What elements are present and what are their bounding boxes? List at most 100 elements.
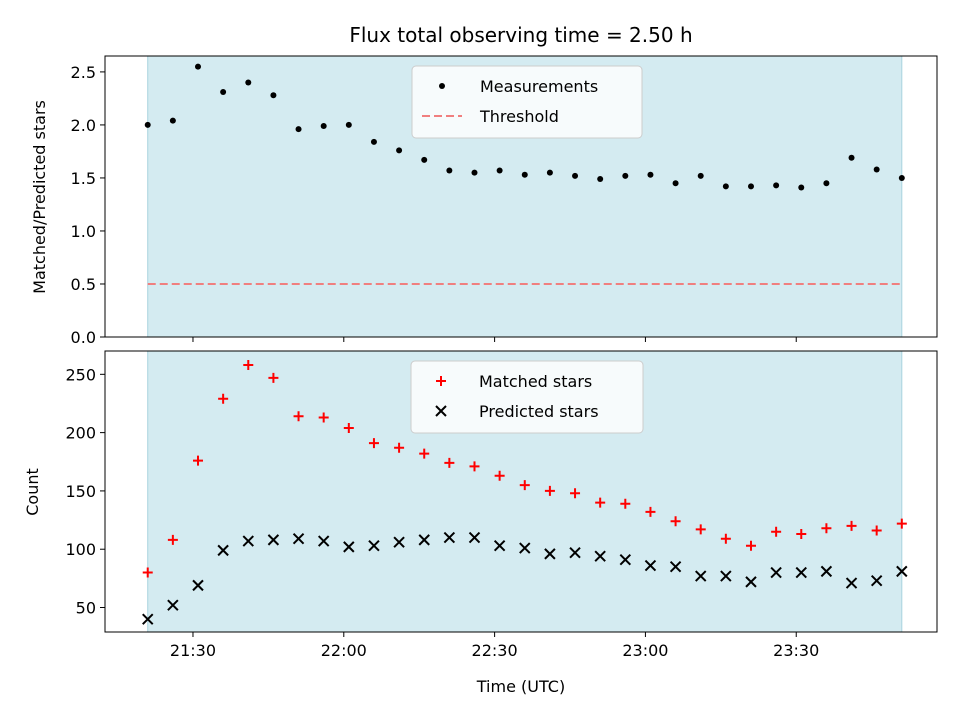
predicted-stars-series [142, 531, 908, 625]
data-point [418, 534, 430, 546]
data-point [293, 411, 304, 422]
data-point [720, 570, 732, 582]
data-point [394, 442, 405, 453]
data-point [167, 534, 178, 545]
legend-label: Predicted stars [479, 402, 599, 421]
data-point [798, 184, 805, 191]
x-axis-label: Time (UTC) [476, 677, 565, 696]
data-point [647, 171, 654, 178]
x-tick-label: 23:30 [773, 641, 819, 660]
data-point [669, 560, 682, 573]
data-point [320, 122, 327, 129]
measurements-series [144, 63, 905, 191]
data-point [747, 183, 754, 190]
data-point [745, 576, 757, 588]
data-point [546, 169, 553, 176]
y-tick-label: 1.5 [71, 169, 96, 188]
y-axis-label-ratio: Matched/Predicted stars [30, 100, 49, 294]
ratio-panel: 0.0 0.5 1.0 1.5 2.0 2.5 Measurements Threshold [71, 55, 938, 347]
data-point [469, 461, 480, 472]
data-point [195, 63, 202, 70]
y-tick-label: 0.0 [71, 328, 96, 347]
data-point [620, 498, 631, 509]
data-point [544, 548, 556, 560]
data-point [594, 550, 606, 562]
data-point [193, 455, 204, 466]
axes-frame [104, 350, 938, 633]
data-point [519, 542, 531, 554]
data-point [722, 183, 729, 190]
y-tick-label: 2.0 [71, 116, 96, 135]
axes-frame [104, 55, 938, 338]
data-point [267, 534, 280, 546]
data-point [697, 172, 704, 179]
y-axis-label-count: Count [23, 468, 42, 516]
data-point [245, 79, 252, 86]
data-point [217, 544, 229, 557]
data-point [318, 412, 329, 423]
data-point [468, 531, 481, 544]
data-point [570, 488, 581, 499]
data-point [243, 359, 254, 370]
legend: Measurements Threshold [411, 65, 643, 139]
x-tick-label: 23:00 [622, 641, 668, 660]
data-point [820, 565, 833, 578]
chart-title: Flux total observing time = 2.50 h [349, 23, 692, 47]
data-point [572, 172, 579, 179]
count-panel: 21:30 22:00 22:30 23:00 23:30 50 100 150 200 250 M… [65, 350, 938, 660]
data-point [421, 156, 428, 163]
data-point [494, 470, 505, 481]
data-point [220, 89, 227, 96]
data-point [873, 166, 880, 173]
data-point [317, 535, 330, 547]
data-point [773, 182, 780, 189]
data-point [493, 540, 506, 552]
data-point [142, 567, 153, 578]
data-point [695, 570, 707, 582]
y-tick-label: 50 [76, 599, 96, 618]
data-point [644, 559, 657, 572]
data-point [898, 174, 905, 181]
data-point [896, 565, 908, 578]
data-point [396, 147, 403, 154]
legend-box [410, 360, 644, 434]
data-point [821, 523, 832, 534]
data-point [622, 172, 629, 179]
data-point [519, 480, 530, 491]
data-point [446, 167, 453, 174]
data-point [368, 540, 380, 552]
data-point [268, 372, 279, 383]
data-point [242, 535, 254, 547]
data-point [343, 541, 355, 553]
legend-label: Matched stars [479, 372, 592, 391]
data-point [521, 171, 528, 178]
data-point [770, 566, 782, 579]
data-point [444, 457, 455, 468]
data-point [823, 180, 830, 187]
data-point [896, 518, 907, 529]
data-point [218, 393, 229, 404]
data-point [695, 524, 706, 535]
data-point [619, 554, 632, 566]
data-point [370, 138, 377, 145]
data-point [795, 566, 807, 579]
data-point [368, 438, 379, 449]
x-tick-label: 21:30 [170, 641, 216, 660]
data-point [292, 533, 305, 545]
data-point [393, 536, 405, 548]
data-point [167, 599, 179, 611]
data-point [295, 126, 302, 133]
y-tick-label: 0.5 [71, 275, 96, 294]
data-point [846, 520, 857, 531]
data-point [595, 497, 606, 508]
y-tick-label: 250 [65, 365, 96, 384]
data-point [848, 154, 855, 161]
data-point [670, 516, 681, 527]
x-tick-label: 22:30 [472, 641, 518, 660]
data-point [345, 121, 352, 128]
data-point [144, 121, 151, 128]
legend-label: Measurements [480, 77, 598, 96]
y-tick-label: 150 [65, 482, 96, 501]
matched-stars-series [142, 359, 907, 578]
data-point [745, 540, 756, 551]
